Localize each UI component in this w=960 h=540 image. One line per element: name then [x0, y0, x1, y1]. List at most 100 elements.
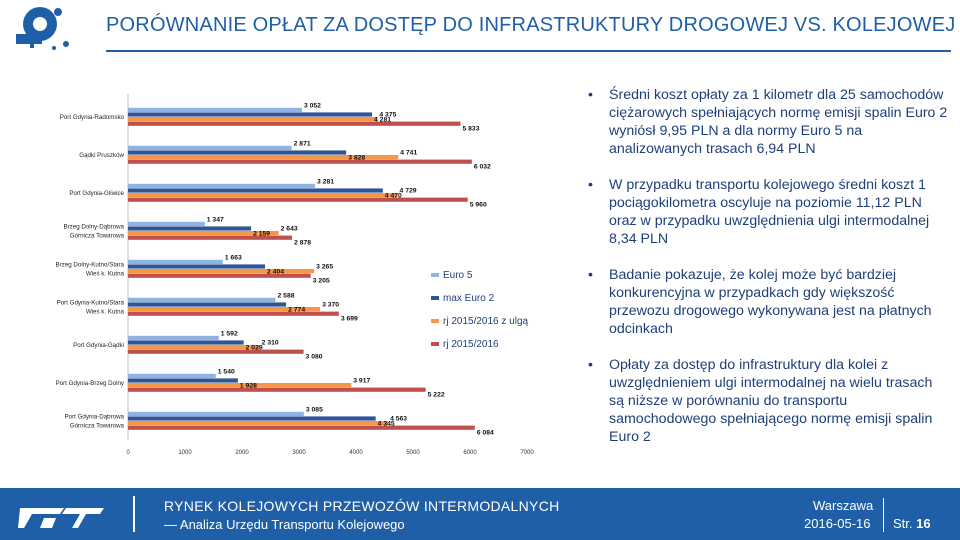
- bar: [128, 259, 223, 264]
- data-label: 4 563: [390, 416, 407, 423]
- bar: [128, 421, 389, 426]
- bar: [128, 373, 216, 378]
- bar: [128, 383, 352, 388]
- bar: [128, 231, 279, 236]
- bar: [128, 307, 321, 312]
- bar: [128, 112, 373, 117]
- legend-swatch: [431, 342, 439, 346]
- legend-label: Euro 5: [443, 270, 473, 281]
- data-label: 2 774: [288, 307, 305, 314]
- chart-legend: Euro 5 max Euro 2 rj 2015/2016 z ulgą rj 20…: [431, 270, 529, 350]
- bar: [128, 159, 472, 164]
- data-label: 2 159: [253, 231, 270, 238]
- data-label: 6 084: [477, 430, 494, 437]
- legend-label: rj 2015/2016: [443, 339, 499, 350]
- data-label: 5 222: [428, 392, 445, 399]
- bar: [128, 302, 287, 307]
- bar: [128, 387, 426, 392]
- bar: [128, 378, 238, 383]
- data-label: 2 310: [262, 340, 279, 347]
- header: PORÓWNANIE OPŁAT ZA DOSTĘP DO INFRASTRUK…: [0, 0, 960, 56]
- data-label: 4 345: [378, 421, 395, 428]
- data-label: 4 281: [374, 117, 391, 124]
- data-label: 3 917: [353, 378, 370, 385]
- bar: [128, 197, 468, 202]
- utk-footer-logo-icon: [18, 508, 104, 528]
- data-label: 2 643: [281, 226, 298, 233]
- x-tick-label: 7000: [520, 450, 534, 456]
- bar: [128, 221, 205, 226]
- bar: [128, 183, 316, 188]
- data-label: 4 741: [400, 150, 417, 157]
- data-label: 1 928: [240, 383, 257, 390]
- bar: [128, 155, 399, 160]
- data-label: 1 347: [207, 216, 224, 223]
- bar: [128, 273, 311, 278]
- bar: [128, 150, 347, 155]
- bar: [128, 311, 339, 316]
- data-label: 3 205: [313, 278, 330, 285]
- bullet-item: Opłaty za dostęp do infrastruktury dla k…: [588, 356, 950, 446]
- data-label: 3 080: [306, 354, 323, 361]
- bar: [128, 117, 378, 122]
- bullet-item: W przypadku transportu kolejowego średni…: [588, 176, 950, 248]
- footer-title: RYNEK KOLEJOWYCH PRZEWOZÓW INTERMODALNYC…: [164, 498, 560, 514]
- bar: [128, 425, 475, 430]
- bar: [128, 411, 304, 416]
- data-label: 6 032: [474, 164, 491, 171]
- data-label: 5 833: [462, 126, 479, 133]
- category-label: Gądki Pruszków: [79, 152, 124, 159]
- legend-label: rj 2015/2016 z ulgą: [443, 316, 529, 327]
- data-label: 4 470: [385, 193, 402, 200]
- bar: [128, 340, 244, 345]
- data-label: 1 663: [225, 254, 242, 261]
- bar: [128, 264, 266, 269]
- category-label: Port Gdynia-Gliwice: [69, 190, 124, 197]
- footer-city: Warszawa: [813, 498, 874, 513]
- data-label: 3 828: [348, 155, 365, 162]
- data-label: 2 588: [278, 292, 295, 299]
- category-label: Port Gdynia-Brzeg Dolny: [56, 380, 125, 387]
- bullet-list: Średni koszt opłaty za 1 kilometr dla 25…: [588, 86, 950, 464]
- data-label: 4 729: [400, 188, 417, 195]
- data-label: 3 699: [341, 316, 358, 323]
- bar: [128, 335, 219, 340]
- page-number: Str. 16: [893, 516, 931, 531]
- utk-logo-icon: [16, 7, 69, 50]
- legend-swatch: [431, 273, 439, 277]
- chart-x-ticks: 0 1000 2000 3000 4000 5000 6000 7000: [126, 450, 534, 456]
- data-label: 2 029: [246, 345, 263, 352]
- data-label: 2 878: [294, 240, 311, 247]
- bar: [128, 345, 260, 350]
- x-tick-label: 0: [126, 450, 130, 456]
- category-label: Brzeg Dolny-Dąbrowa Górnicza Towarowa: [63, 224, 124, 240]
- bullet-item: Średni koszt opłaty za 1 kilometr dla 25…: [588, 86, 950, 158]
- bar: [128, 188, 383, 193]
- data-label: 2 404: [267, 269, 284, 276]
- category-label: Brzeg Dolny-Kutno/Stara Wieś k. Kutna: [56, 262, 125, 278]
- data-label: 2 871: [294, 140, 311, 147]
- bar: [128, 416, 376, 421]
- bullet-item: Badanie pokazuje, że kolej może być bard…: [588, 266, 950, 338]
- category-label: Port Gdynia-Dąbrowa Górnicza Towarowa: [65, 414, 125, 430]
- page-number-value: 16: [916, 516, 931, 531]
- x-tick-label: 6000: [463, 450, 477, 456]
- chart-category-labels: Port Gdynia-Radomsko Gądki Pruszków Port G…: [56, 114, 125, 430]
- page-number-label: Str.: [893, 516, 913, 531]
- data-label: 3 265: [316, 264, 333, 271]
- bar: [128, 235, 293, 240]
- footer-date: 2016-05-16: [804, 516, 871, 531]
- data-label: 1 592: [221, 330, 238, 337]
- data-label: 3 052: [304, 102, 321, 109]
- footer-divider: [883, 498, 884, 532]
- x-tick-label: 3000: [292, 450, 306, 456]
- bar: [128, 145, 292, 150]
- legend-label: max Euro 2: [443, 293, 495, 304]
- x-tick-label: 4000: [349, 450, 363, 456]
- bar: [128, 193, 398, 198]
- x-tick-label: 1000: [178, 450, 192, 456]
- footer: RYNEK KOLEJOWYCH PRZEWOZÓW INTERMODALNYC…: [0, 488, 960, 540]
- bar: [128, 226, 252, 231]
